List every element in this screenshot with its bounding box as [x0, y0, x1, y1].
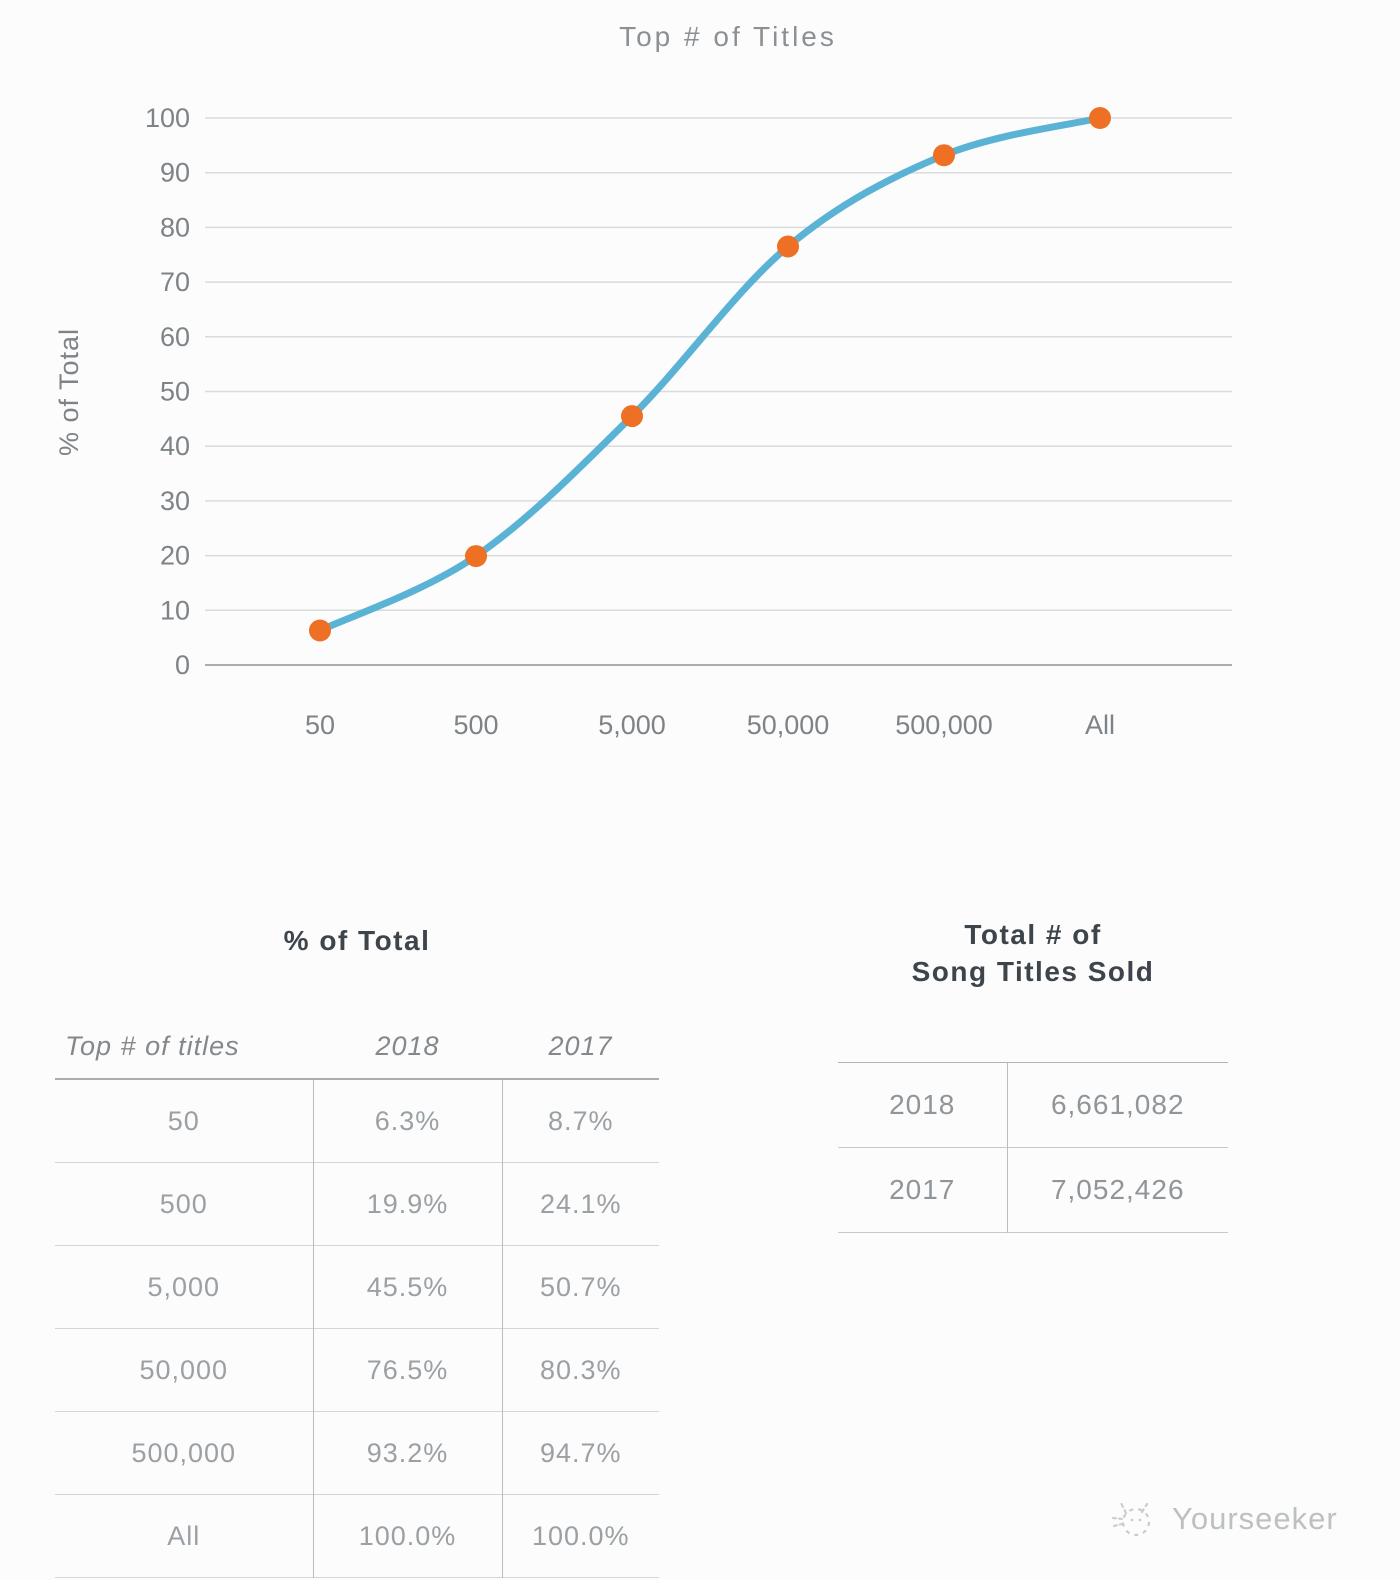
pct-table-header-row: Top # of titles 2018 2017	[55, 990, 659, 1080]
table-cell: 6,661,082	[1050, 1089, 1185, 1120]
table-cell: 50	[167, 1105, 200, 1136]
x-tick-label: All	[1085, 710, 1115, 740]
table-cell: 100.0%	[502, 1494, 659, 1578]
table-cell: 6.3%	[312, 1079, 503, 1163]
pct-table-row: 500 19.9% 24.1%	[55, 1162, 659, 1246]
pct-table-row: All 100.0% 100.0%	[55, 1494, 659, 1578]
column-header-2017: 2017	[502, 990, 659, 1080]
pct-table-title: % of Total	[283, 925, 431, 956]
data-point	[309, 619, 331, 642]
data-point	[1089, 107, 1111, 129]
table-cell: 2018	[838, 1062, 1008, 1148]
y-axis-title: % of Total	[54, 328, 84, 456]
y-tick-label: 40	[160, 431, 190, 461]
yourseeker-logo-icon	[1112, 1501, 1151, 1537]
table-cell: 76.5%	[312, 1328, 503, 1412]
y-tick-label: 50	[160, 377, 190, 407]
pct-table-row: 50,000 76.5% 80.3%	[55, 1328, 659, 1412]
totals-table-row: 2018 6,661,082	[838, 1062, 1228, 1148]
x-tick-label: 500	[453, 710, 498, 740]
table-cell: 50,000	[55, 1328, 313, 1412]
pct-table-row: 50 6.3% 8.7%	[55, 1079, 659, 1163]
totals-table-grid: 2018 6,661,082 2017 7,052,426	[838, 1062, 1228, 1233]
table-cell: 80.3%	[502, 1328, 659, 1412]
table-cell: 24.1%	[502, 1162, 659, 1246]
totals-table: Total # of Song Titles Sold 2018 6,661,08…	[838, 916, 1228, 1233]
data-point	[621, 405, 643, 428]
table-cell: 100.0%	[312, 1494, 503, 1578]
table-cell: 94.7%	[502, 1411, 659, 1495]
y-tick-label: 90	[160, 158, 190, 188]
table-cell: All	[55, 1494, 313, 1578]
y-tick-label: 80	[160, 212, 190, 242]
watermark: Yourseeker	[1108, 1492, 1338, 1546]
watermark-label: Yourseeker	[1172, 1501, 1338, 1536]
x-tick-label: 500,000	[895, 710, 993, 740]
table-cell: 7,052,426	[1007, 1147, 1228, 1233]
column-header-top-titles: Top # of titles	[55, 990, 313, 1080]
table-cell: 500	[55, 1162, 313, 1246]
y-tick-label: 30	[160, 486, 190, 516]
x-tick-label: 50	[305, 710, 335, 740]
totals-table-row: 2017 7,052,426	[838, 1147, 1228, 1233]
totals-title-line2: Song Titles Sold	[911, 956, 1155, 987]
table-cell: 45.5%	[312, 1245, 503, 1329]
y-tick-label: 20	[160, 541, 190, 571]
pct-of-total-table: % of Total Top # of titles 2018 2017 50 6…	[55, 922, 659, 1578]
y-tick-label: 0	[175, 650, 190, 680]
table-cell: 2017	[838, 1147, 1008, 1233]
table-cell: 8.7%	[547, 1105, 614, 1136]
y-tick-label: 70	[160, 267, 190, 297]
pct-table-grid: Top # of titles 2018 2017 50 6.3% 8.7% 500 1…	[55, 990, 659, 1578]
table-cell: 19.9%	[312, 1162, 503, 1246]
table-cell: 50.7%	[502, 1245, 659, 1329]
pct-table-row: 500,000 93.2% 94.7%	[55, 1411, 659, 1495]
table-cell: 500,000	[55, 1411, 313, 1495]
totals-table-title: Total # of Song Titles Sold	[838, 916, 1228, 990]
column-header-2018: 2018	[313, 990, 502, 1080]
data-point	[777, 235, 799, 258]
line-chart: 0 10 20 30 40 50 60 70 80 90 100 50 500 5,000 50,000 50…	[54, 21, 1232, 740]
chart-title: Top # of Titles	[619, 21, 837, 52]
x-tick-label: 50,000	[747, 710, 830, 740]
pct-table-row: 5,000 45.5% 50.7%	[55, 1245, 659, 1329]
data-point	[933, 144, 955, 167]
table-cell: 93.2%	[312, 1411, 503, 1495]
totals-title-line1: Total # of	[964, 919, 1102, 950]
x-tick-label: 5,000	[598, 710, 666, 740]
data-point	[465, 545, 487, 568]
table-cell: 5,000	[55, 1245, 313, 1329]
y-tick-label: 60	[160, 322, 190, 352]
y-tick-label: 100	[145, 103, 190, 133]
series-line	[316, 114, 1104, 634]
y-tick-label: 10	[160, 595, 190, 625]
